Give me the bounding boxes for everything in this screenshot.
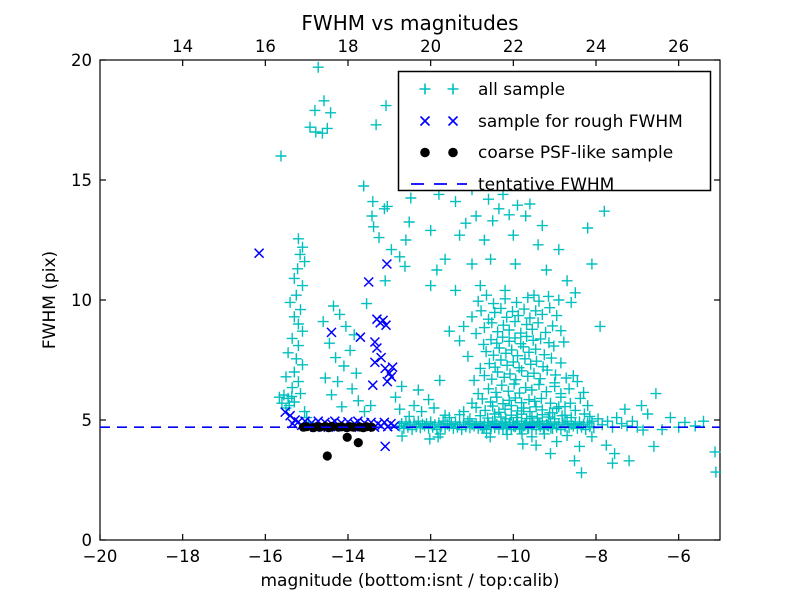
- y-axis-label: FWHM (pix): [40, 251, 60, 349]
- scatter-series-group: [100, 61, 722, 479]
- x-top-tick-label: 14: [172, 37, 193, 56]
- x-top-tick-label: 18: [338, 37, 359, 56]
- x-bottom-tick-label: −16: [248, 547, 283, 566]
- x-top-tick-label: 24: [586, 37, 607, 56]
- x-bottom-tick-label: −18: [165, 547, 200, 566]
- x-bottom-tick-label: −10: [496, 547, 531, 566]
- legend-label-coarse-psf: coarse PSF-like sample: [478, 143, 673, 163]
- legend-dot-marker-icon: [420, 147, 458, 158]
- y-tick-label: 5: [82, 411, 93, 430]
- x-top-tick-label: 16: [255, 37, 276, 56]
- y-tick-label: 0: [82, 531, 93, 550]
- legend-label-tentative-fwhm: tentative FWHM: [478, 175, 614, 195]
- series-points-all-sample: [273, 61, 722, 479]
- y-tick-label: 10: [71, 291, 92, 310]
- x-top-tick-label: 22: [503, 37, 524, 56]
- axis-ticks-group: −20 −18 −16 −14 −12 −10 −8 −6 14 16 18 20 22 24 26 0 5 10…: [71, 37, 720, 566]
- legend-x-marker-icon: [419, 115, 459, 127]
- x-axis-label: magnitude (bottom:isnt / top:calib): [261, 571, 560, 591]
- legend: all sample sample for rough FWHM coarse …: [397, 70, 712, 195]
- legend-label-all-sample: all sample: [478, 80, 565, 100]
- chart-title: FWHM vs magnitudes: [301, 11, 518, 35]
- legend-box: [397, 70, 712, 192]
- series-points-sample-for-rough-fwhm: [254, 248, 400, 452]
- x-bottom-tick-label: −14: [331, 547, 366, 566]
- x-bottom-tick-label: −20: [83, 547, 118, 566]
- x-top-tick-label: 20: [420, 37, 441, 56]
- y-tick-label: 15: [71, 171, 92, 190]
- legend-plus-marker-icon: [419, 83, 459, 95]
- x-top-tick-label: 26: [668, 37, 689, 56]
- x-bottom-tick-label: −12: [413, 547, 448, 566]
- x-bottom-tick-label: −6: [667, 547, 691, 566]
- y-tick-label: 20: [71, 51, 92, 70]
- legend-label-rough-fwhm: sample for rough FWHM: [478, 112, 683, 132]
- x-bottom-tick-label: −8: [584, 547, 608, 566]
